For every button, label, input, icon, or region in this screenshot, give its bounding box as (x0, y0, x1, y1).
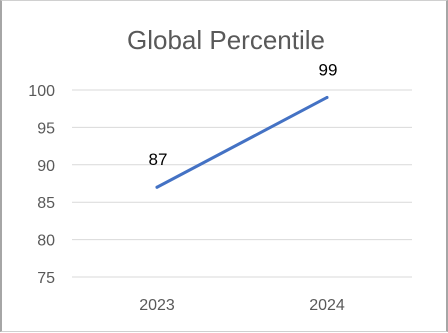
y-tick-label-95: 95 (37, 120, 55, 137)
series-layer (155, 95, 329, 189)
data-label-2024: 99 (319, 60, 338, 79)
y-tick-label-100: 100 (28, 83, 55, 100)
x-tick-label-2024: 2024 (309, 297, 345, 314)
data-point-2023 (155, 185, 159, 189)
y-tick-label-75: 75 (37, 270, 55, 287)
chart-title: Global Percentile (127, 25, 325, 55)
data-labels: 87 99 (149, 60, 338, 169)
y-tick-label-80: 80 (37, 233, 55, 250)
y-tick-label-85: 85 (37, 195, 55, 212)
x-axis: 2023 2024 (139, 297, 345, 314)
y-axis: 75 80 85 90 95 100 (28, 83, 55, 287)
y-tick-label-90: 90 (37, 158, 55, 175)
gridlines (72, 89, 412, 278)
data-label-2023: 87 (149, 150, 168, 169)
data-point-2024 (325, 95, 329, 99)
series-line-0 (155, 95, 329, 189)
x-tick-label-2023: 2023 (139, 297, 175, 314)
